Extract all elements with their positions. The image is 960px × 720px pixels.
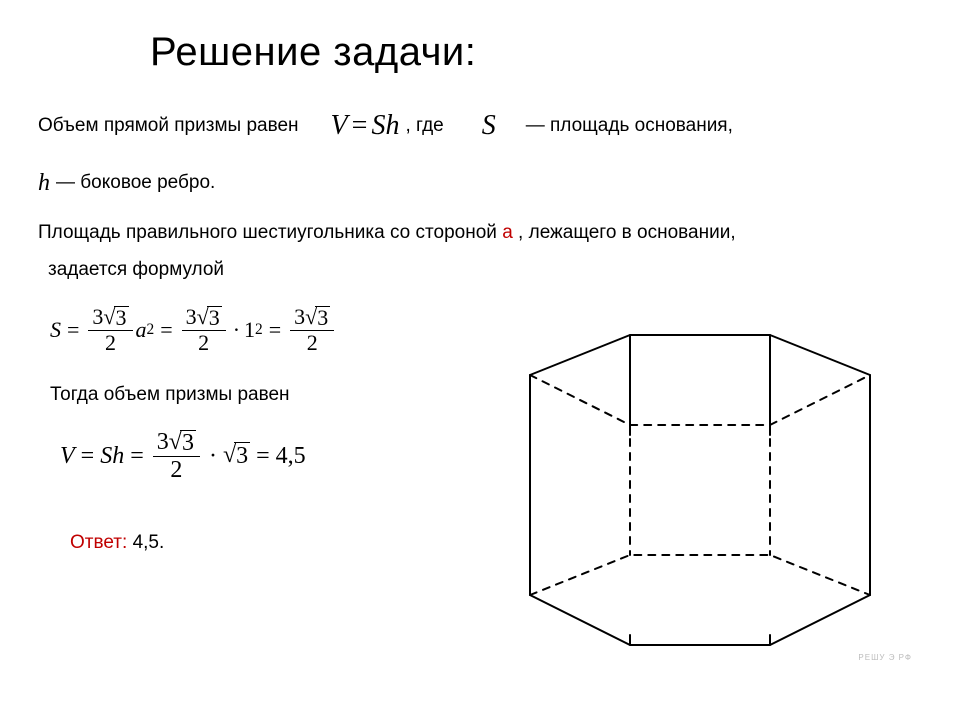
formula-V: V = Sh = 33 2 · 3 = 4,5 [60, 430, 306, 482]
text-h-desc: — боковое ребро. [56, 169, 215, 198]
line-2: h — боковое ребро. [38, 165, 930, 201]
line-3: Площадь правильного шестиугольника со ст… [38, 219, 930, 248]
formula-V-eq-Sh: V=Sh [331, 105, 400, 147]
var-h: h [38, 165, 50, 201]
text-volume-intro: Объем прямой призмы равен [38, 112, 299, 141]
answer-value: 4,5. [133, 532, 165, 553]
text-hexagon-area-b: , лежащего в основании, [518, 222, 736, 243]
watermark: РЕШУ Э РФ [858, 653, 912, 662]
answer-label: Ответ: [70, 532, 127, 553]
text-S-desc: — площадь основания, [526, 112, 733, 141]
page-title: Решение задачи: [150, 30, 930, 75]
var-a-red: а [502, 222, 513, 243]
text-gde: , где [405, 112, 443, 141]
var-S: S [482, 105, 496, 147]
line-4: задается формулой [48, 256, 930, 285]
hexagonal-prism-diagram [480, 290, 920, 690]
line-1: Объем прямой призмы равен V=Sh , где S —… [38, 105, 930, 147]
text-hexagon-area-a: Площадь правильного шестиугольника со ст… [38, 222, 497, 243]
formula-S: S= 33 2 a2 = 33 2 · 12 = 33 2 [50, 306, 337, 354]
